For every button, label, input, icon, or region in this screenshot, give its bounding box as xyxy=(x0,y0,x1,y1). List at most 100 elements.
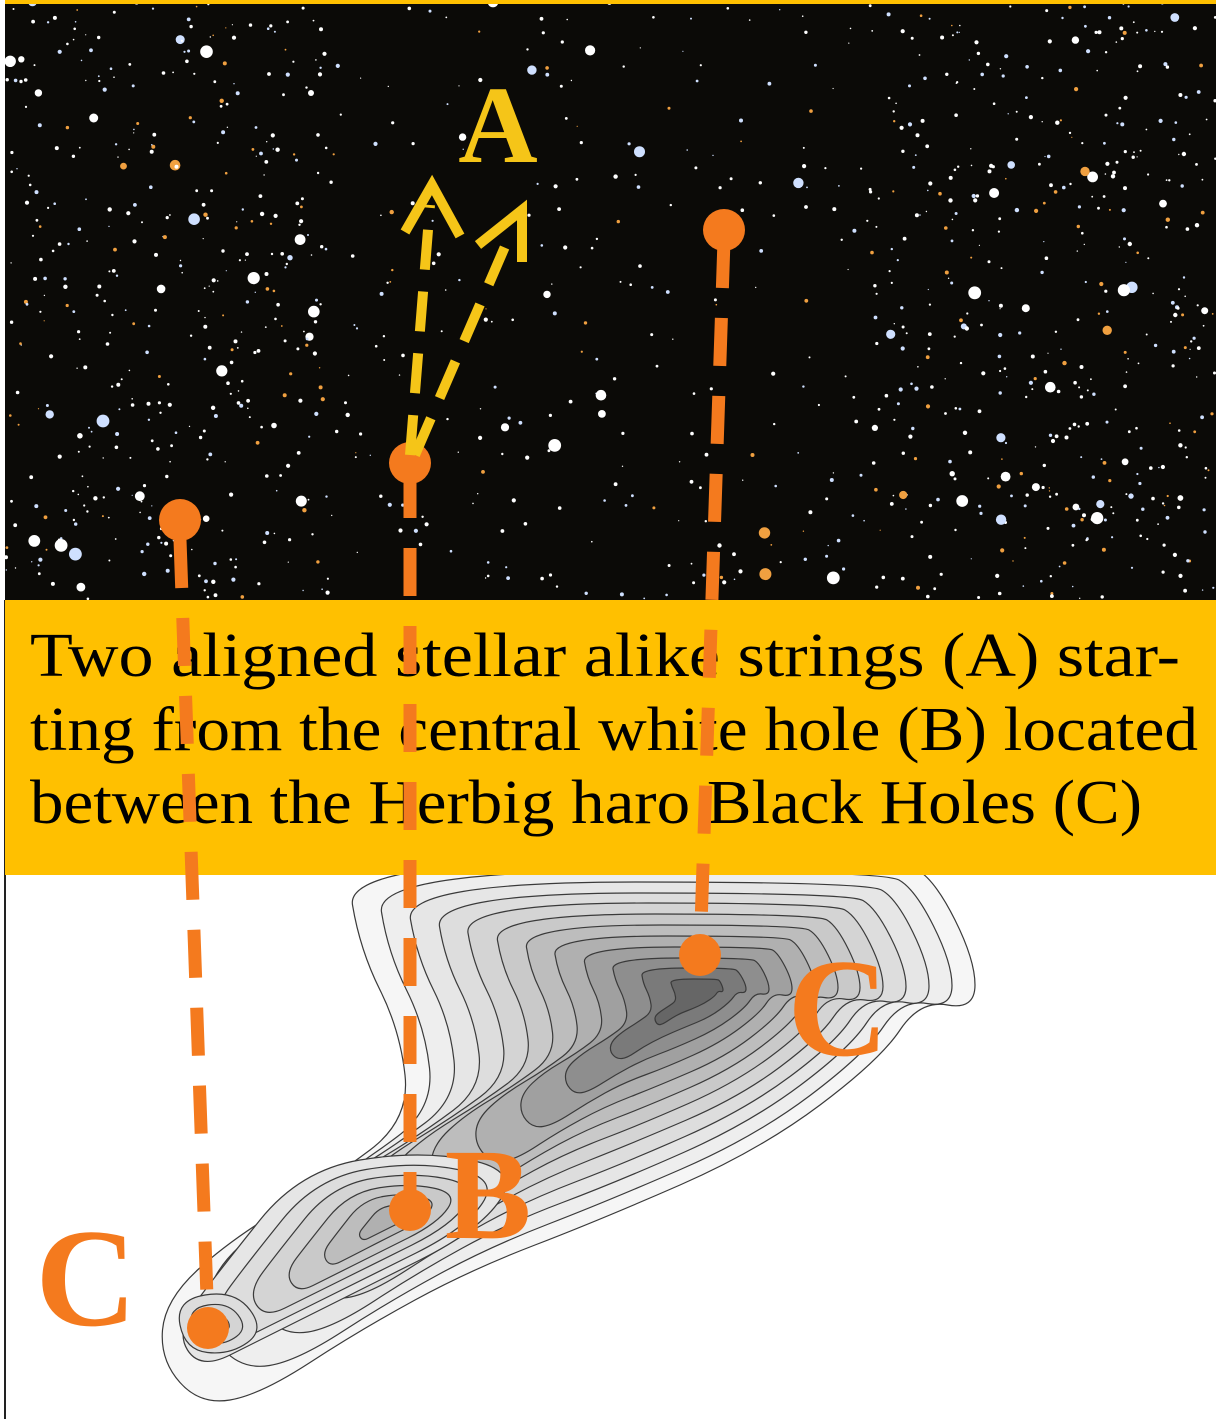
star xyxy=(840,238,843,241)
star xyxy=(613,482,618,487)
star xyxy=(1188,133,1191,136)
star xyxy=(1074,87,1079,92)
star xyxy=(74,522,78,526)
star xyxy=(1188,357,1191,360)
star xyxy=(1147,257,1150,260)
star xyxy=(1177,429,1181,432)
star xyxy=(1178,573,1183,579)
star xyxy=(1104,51,1108,54)
star xyxy=(1132,21,1135,24)
star xyxy=(926,594,930,599)
star xyxy=(1174,121,1178,124)
star xyxy=(1213,16,1216,19)
star xyxy=(203,324,208,329)
star xyxy=(1023,504,1027,508)
star xyxy=(140,500,143,503)
star xyxy=(64,509,68,512)
star xyxy=(210,405,216,410)
star xyxy=(72,310,76,313)
star xyxy=(118,408,121,411)
star xyxy=(948,198,953,203)
star xyxy=(167,402,172,407)
star xyxy=(481,470,485,474)
star xyxy=(1185,456,1189,459)
star xyxy=(802,385,805,388)
star xyxy=(875,341,879,346)
star xyxy=(350,254,355,258)
star xyxy=(1102,195,1106,198)
star xyxy=(563,245,568,250)
star xyxy=(1001,458,1003,460)
star xyxy=(1172,552,1177,558)
star xyxy=(1211,313,1214,315)
star xyxy=(229,360,234,365)
star xyxy=(63,284,68,289)
star xyxy=(1069,182,1072,186)
star xyxy=(259,211,265,217)
star xyxy=(4,555,8,560)
star xyxy=(699,64,702,67)
star xyxy=(212,290,215,293)
star xyxy=(1196,304,1199,307)
star xyxy=(154,308,157,312)
star xyxy=(90,430,93,433)
star xyxy=(1200,415,1204,420)
star xyxy=(133,128,135,131)
star xyxy=(325,590,330,595)
star xyxy=(192,120,196,124)
star xyxy=(1114,408,1117,411)
star xyxy=(398,374,401,376)
star xyxy=(868,4,872,8)
star xyxy=(793,177,804,189)
star xyxy=(1071,36,1080,44)
star xyxy=(1125,493,1128,496)
star xyxy=(203,589,206,592)
star xyxy=(1199,63,1203,68)
star xyxy=(179,264,183,268)
caption-line: ting from the central white hole (B) loc… xyxy=(30,696,1198,764)
star xyxy=(1058,68,1063,73)
star xyxy=(160,541,163,544)
star xyxy=(239,403,244,408)
star xyxy=(713,298,717,302)
star xyxy=(966,312,969,315)
star xyxy=(320,397,325,402)
star xyxy=(325,495,328,498)
star xyxy=(202,515,210,522)
star xyxy=(767,81,772,86)
star xyxy=(849,27,852,30)
star xyxy=(233,339,238,344)
star xyxy=(844,375,847,378)
star xyxy=(39,310,42,313)
star xyxy=(851,514,855,517)
star xyxy=(987,477,990,480)
star xyxy=(902,236,907,241)
star xyxy=(928,303,932,306)
star xyxy=(1023,536,1026,539)
star xyxy=(407,6,412,11)
star xyxy=(722,580,727,585)
star xyxy=(15,390,20,395)
star xyxy=(928,17,931,20)
star xyxy=(1004,441,1008,445)
star xyxy=(271,425,274,428)
star xyxy=(131,398,133,400)
star xyxy=(449,549,453,553)
star xyxy=(1015,137,1019,141)
star xyxy=(953,335,956,338)
star xyxy=(206,595,210,599)
star xyxy=(1041,121,1043,123)
star xyxy=(1100,458,1103,460)
star xyxy=(919,214,921,216)
star xyxy=(316,133,320,137)
star xyxy=(231,577,236,582)
star xyxy=(739,118,743,123)
star xyxy=(73,27,76,31)
star xyxy=(54,539,68,552)
star xyxy=(19,79,23,84)
star xyxy=(995,514,1007,525)
star xyxy=(1203,530,1207,534)
star xyxy=(1183,346,1187,350)
star xyxy=(387,85,389,88)
star xyxy=(566,18,568,21)
